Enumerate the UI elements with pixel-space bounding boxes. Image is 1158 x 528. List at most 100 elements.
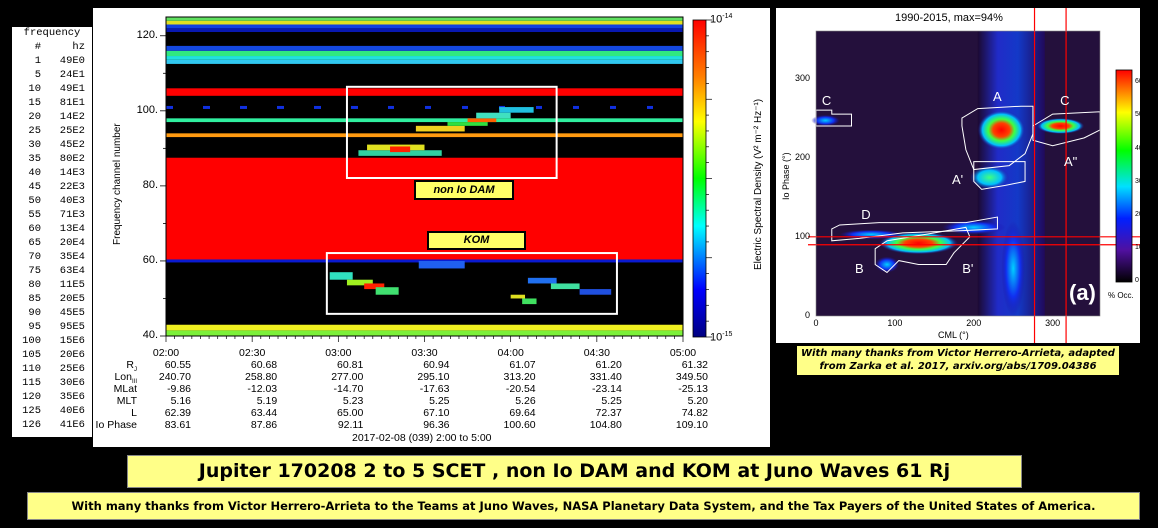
noise-mark <box>354 105 355 109</box>
occ-y-tick-label: 0 <box>804 310 810 320</box>
channel-frequency: 15E6 <box>59 335 85 347</box>
noise-mark <box>388 105 389 109</box>
noise-mark <box>278 105 279 109</box>
ephemeris-value: 240.70 <box>158 371 191 383</box>
occurrence-plot <box>808 8 1140 343</box>
noise-mark <box>428 105 429 109</box>
frequency-row: 55 71E3 <box>12 208 92 222</box>
ephemeris-row-label: RJ <box>95 359 137 373</box>
region-label: B <box>854 260 864 276</box>
ephemeris-row-label: L <box>95 407 137 419</box>
burst-mark <box>447 122 488 126</box>
noise-mark <box>205 105 206 109</box>
ephemeris-value: 313.20 <box>503 371 536 383</box>
ephemeris-value: 92.11 <box>337 419 364 431</box>
x-tick-label: 04:30 <box>583 347 610 359</box>
ephemeris-value: 72.37 <box>595 407 622 419</box>
row-label-text: Io Phase <box>95 419 137 431</box>
noise-mark <box>391 105 392 109</box>
figure-caption: With many thanks from Victor Herrero-Arr… <box>797 346 1119 375</box>
noise-mark <box>425 105 426 109</box>
noise-mark <box>467 105 468 109</box>
frequency-row: 85 20E5 <box>12 292 92 306</box>
burst-mark <box>375 287 399 295</box>
noise-mark <box>280 105 281 109</box>
channel-frequency: 20E5 <box>59 293 85 305</box>
emission-band <box>166 330 683 336</box>
col-hz: hz <box>72 41 85 53</box>
noise-mark <box>648 105 649 109</box>
row-label-text: MLat <box>113 383 137 395</box>
noise-mark <box>652 105 653 109</box>
noise-mark <box>464 105 465 109</box>
ephemeris-value: 61.07 <box>509 359 536 371</box>
region-label: A <box>993 88 1002 104</box>
row-label-text: L <box>131 407 137 419</box>
channel-number: 35 <box>28 153 41 165</box>
channel-number: 30 <box>28 139 41 151</box>
channel-frequency: 45E5 <box>59 307 85 319</box>
col-num: # <box>34 41 41 53</box>
region-outline <box>973 161 1026 190</box>
occurrence-blob <box>1001 221 1026 316</box>
occ-colorbar-tick-label: 40 <box>1135 144 1143 152</box>
noise-mark <box>243 105 244 109</box>
noise-mark <box>389 105 390 109</box>
channel-frequency: 35E4 <box>59 251 85 263</box>
channel-frequency: 20E6 <box>59 349 85 361</box>
noise-mark <box>575 105 576 109</box>
noise-mark <box>208 105 209 109</box>
noise-mark <box>207 105 208 109</box>
y-tick-label: 120. <box>136 28 158 41</box>
noise-mark <box>357 105 358 109</box>
ephemeris-value: 349.50 <box>675 371 708 383</box>
burst-mark <box>550 283 580 290</box>
occurrence-blob <box>977 110 1026 150</box>
burst-mark <box>467 118 497 123</box>
occurrence-y-label: Io Phase (°) <box>781 152 791 200</box>
frequency-row: 125 40E6 <box>12 404 92 418</box>
region-outline <box>831 216 998 242</box>
noise-mark <box>541 105 542 109</box>
frequency-row: 40 14E3 <box>12 166 92 180</box>
emission-band <box>166 59 683 64</box>
burst-mark <box>364 283 385 290</box>
channel-number: 20 <box>28 111 41 123</box>
channel-frequency: 80E2 <box>59 153 85 165</box>
page-title: Jupiter 170208 2 to 5 SCET , non Io DAM … <box>127 455 1022 488</box>
occ-y-tick-label: 100 <box>794 230 810 241</box>
ephemeris-value: 74.82 <box>681 407 708 419</box>
emission-band <box>166 118 683 123</box>
channel-frequency: 35E6 <box>59 391 85 403</box>
frequency-row: 100 15E6 <box>12 334 92 348</box>
noise-mark <box>573 105 574 109</box>
emission-band <box>166 20 683 25</box>
ephemeris-row-label: MLT <box>95 395 137 407</box>
frequency-table-title: frequency <box>23 27 81 39</box>
occ-x-tick-label: 200 <box>966 318 982 328</box>
channel-frequency: 24E1 <box>59 69 85 81</box>
frequency-table-header: # hz <box>12 40 92 54</box>
channel-number: 50 <box>28 195 41 207</box>
channel-frequency: 14E2 <box>59 111 85 123</box>
channel-frequency: 25E6 <box>59 363 85 375</box>
channel-frequency: 22E3 <box>59 181 85 193</box>
occ-colorbar-tick-label: 20 <box>1135 210 1143 218</box>
colorbar-label: Electric Spectral Density (V² m⁻² Hz⁻¹) <box>753 98 764 270</box>
occ-x-tick-label: 100 <box>887 318 903 328</box>
frequency-row: 65 20E4 <box>12 236 92 250</box>
noise-mark <box>650 105 651 109</box>
burst-mark <box>510 294 526 299</box>
noise-mark <box>241 105 242 109</box>
occurrence-title: 1990-2015, max=94% <box>895 12 1003 24</box>
ephemeris-value: 5.23 <box>342 395 364 407</box>
colorbar-max-base: 10 <box>710 13 723 26</box>
frequency-row: 95 95E5 <box>12 320 92 334</box>
channel-frequency: 20E4 <box>59 237 85 249</box>
channel-frequency: 95E5 <box>59 321 85 333</box>
ephemeris-value: 5.25 <box>429 395 450 407</box>
y-tick-label: 80. <box>142 178 158 191</box>
noise-mark <box>611 105 612 109</box>
noise-mark <box>317 105 318 109</box>
frequency-row: 105 20E6 <box>12 348 92 362</box>
